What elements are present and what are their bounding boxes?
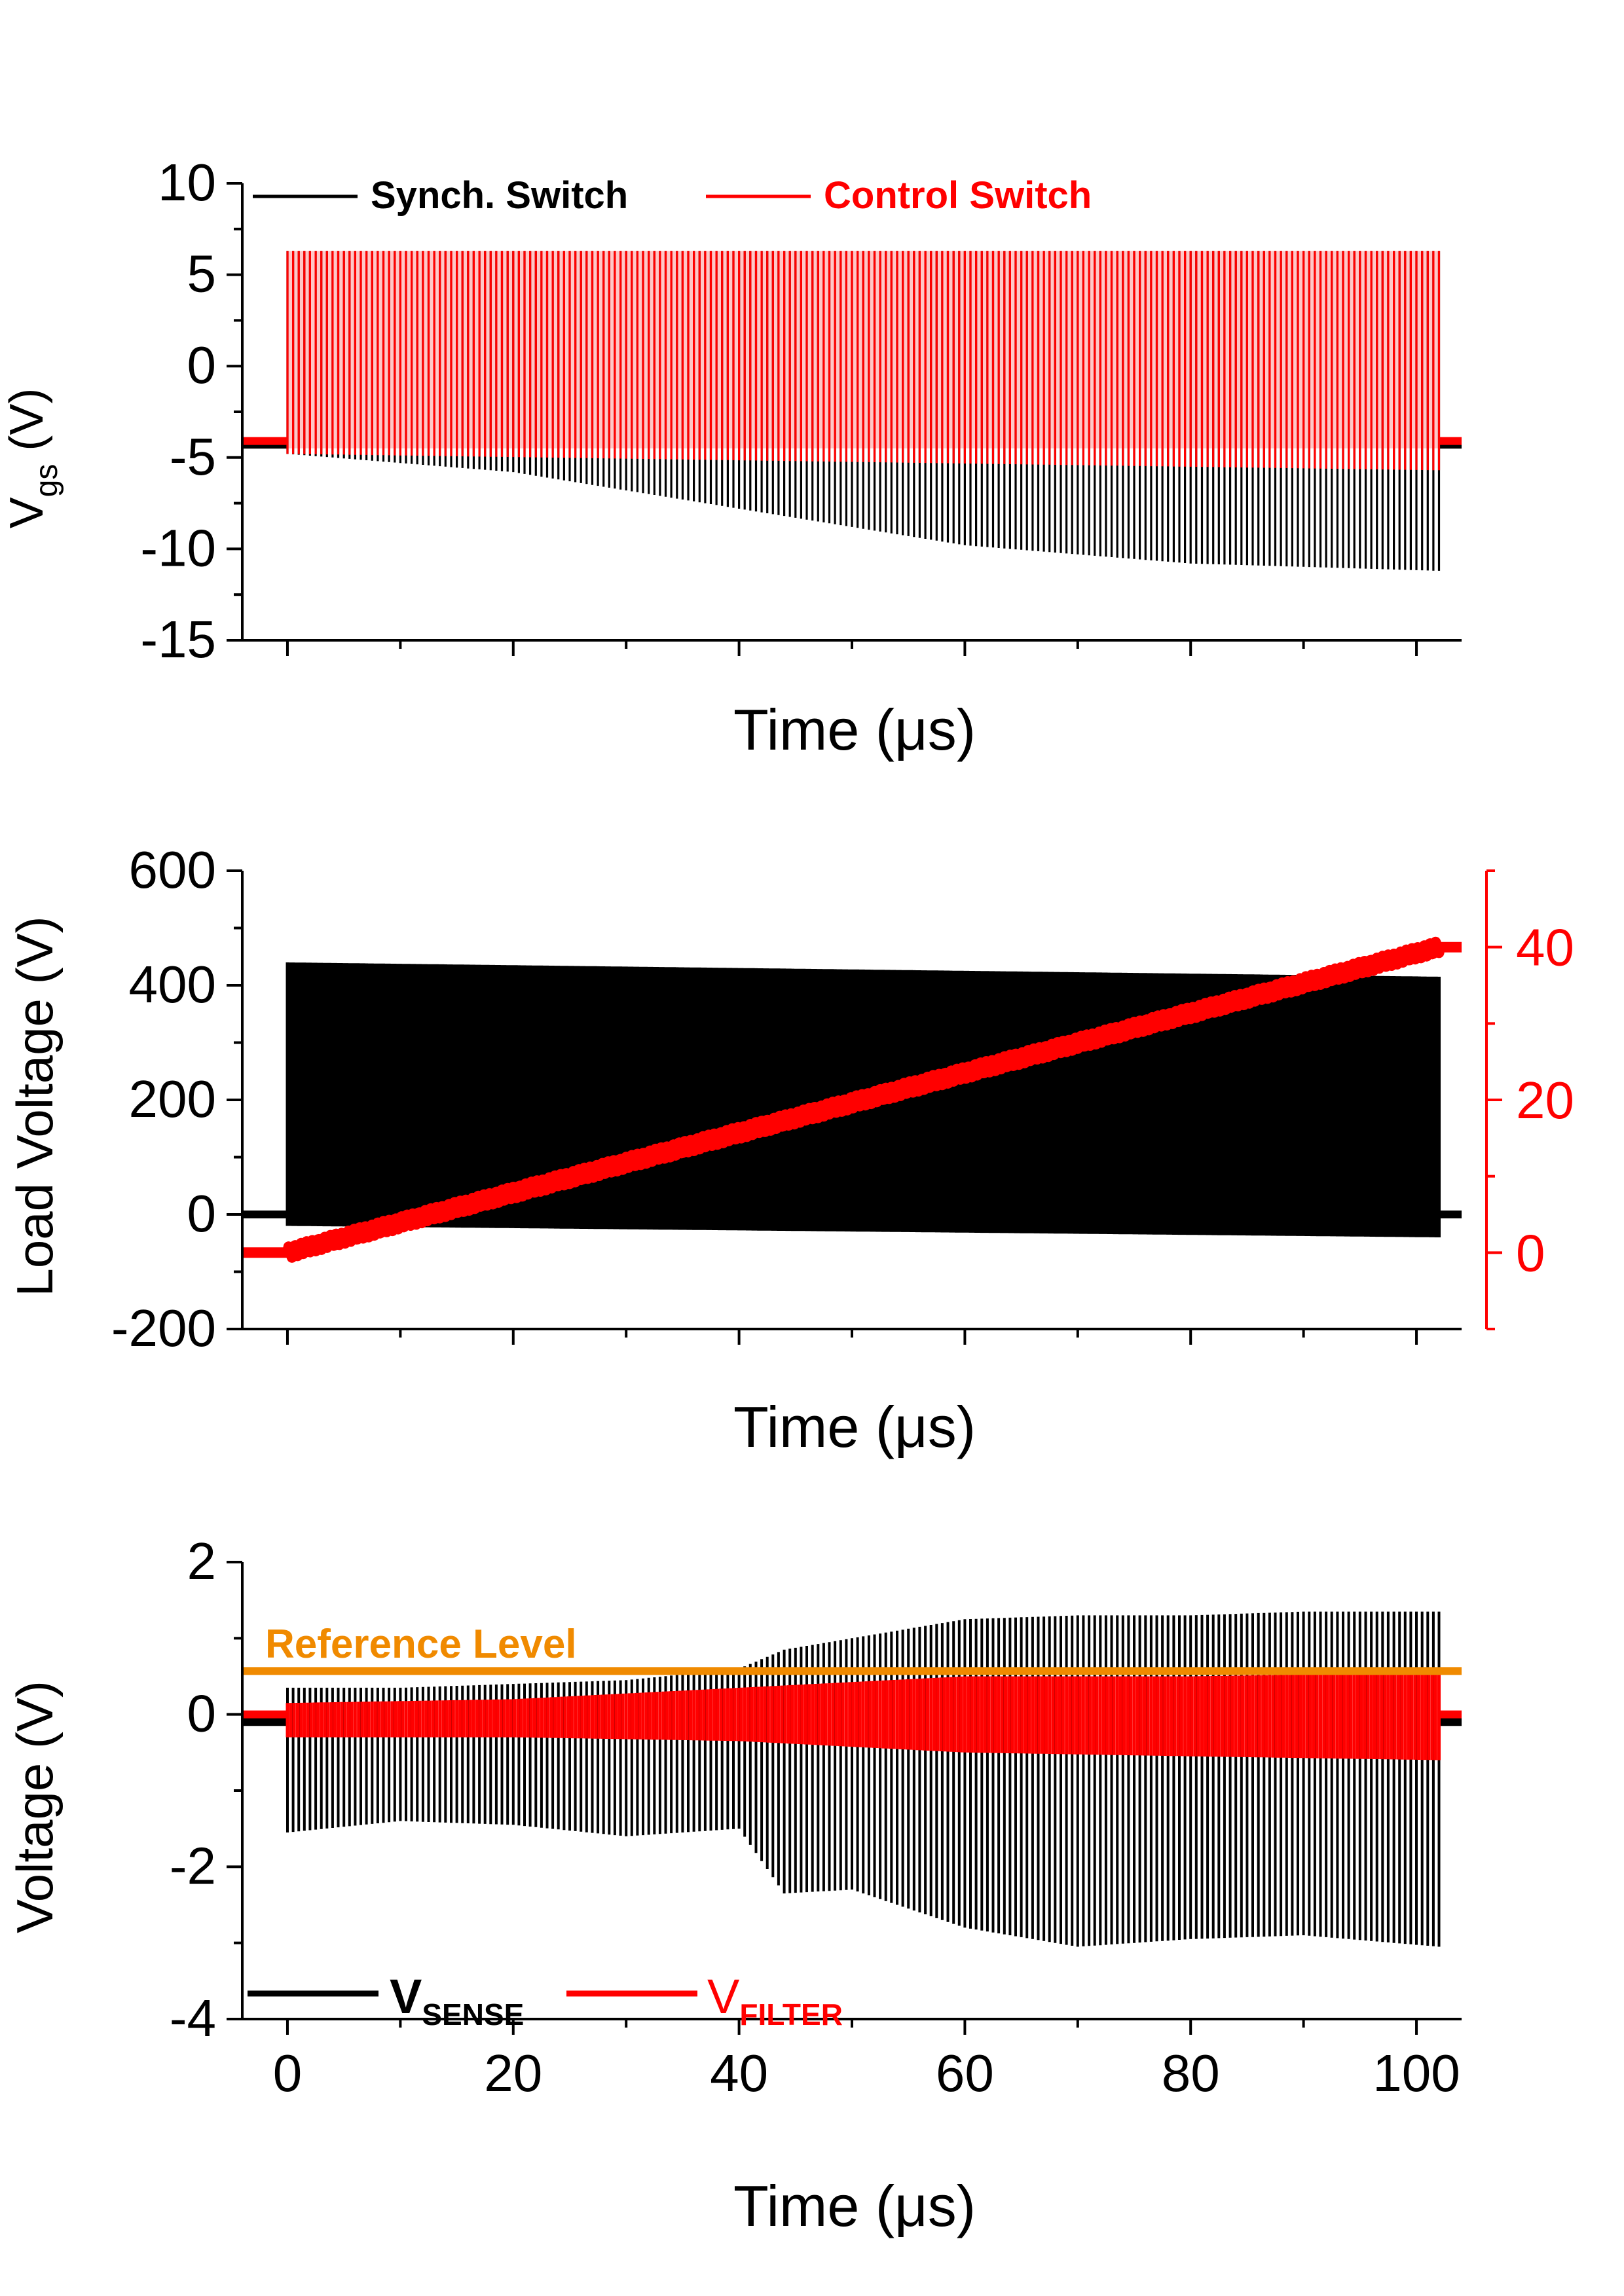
legend-label-synch-switch: Synch. Switch [371,174,628,217]
vgs-x-ticks [286,640,1418,656]
voltage-y-axis-label: Voltage (V) [6,1681,64,1933]
right-y-tick-label: 40 [1516,919,1574,977]
vgs-panel: 10 5 0 -5 -10 -15 Vgs (V) Time (μs) Synch. Sw… [1,153,1462,762]
vgs-legend: Synch. Switch Control Switch [253,174,1092,217]
voltage-plot-area [242,1611,1462,1947]
legend-label-v-sense: VSENSE [390,1969,524,2032]
legend-v-filter-main: V [707,1969,740,2024]
y-tick-label: 0 [187,336,217,394]
load-voltage-switching [286,962,1441,1237]
vgs-y-label-main: V [1,497,53,528]
vgs-y-label-sub: gs [29,464,64,498]
load-y-axis-label: Load Voltage (V) [6,916,64,1296]
vgs-x-axis-label: Time (μs) [733,697,976,762]
filter-voltage-ramp [238,936,1466,1263]
right-y-tick-label: 0 [1516,1224,1545,1282]
vgs-plot-area [242,251,1462,571]
y-tick-label: -5 [170,428,216,486]
v-sense-switching [286,1611,1441,1947]
load-x-ticks [286,1329,1418,1345]
y-tick-label: -4 [170,1989,216,2047]
load-voltage-waveforms [238,936,1466,1263]
control-switch-fill [287,251,1439,448]
legend-v-sense-main: V [390,1969,422,2024]
y-tick-label: 200 [129,1070,216,1128]
y-tick-label: 0 [187,1685,217,1743]
y-tick-label: -10 [140,519,216,577]
reference-level-annotation: Reference Level [265,1622,577,1667]
y-tick-label: -2 [170,1836,216,1895]
legend-v-filter-sub: FILTER [739,1997,843,2032]
legend-label-v-filter: VFILTER [707,1969,843,2032]
voltage-x-ticks: 0 20 40 60 80 100 [273,2019,1460,2102]
vgs-waveforms [242,251,1462,571]
x-tick-label: 60 [936,2044,994,2102]
vgs-y-axis-label: Vgs (V) [1,388,64,529]
y-tick-label: 600 [129,841,216,899]
load-voltage-panel: 600 400 200 0 -200 0 20 40 Load Voltage (V) Ti… [6,841,1574,1459]
voltage-waveforms [242,1611,1462,1947]
right-y-tick-label: 20 [1516,1071,1574,1129]
y-tick-label: 5 [187,245,217,303]
y-tick-label: 2 [187,1532,217,1590]
load-x-axis-label: Time (μs) [733,1394,976,1459]
y-tick-label: 10 [158,153,216,211]
legend-v-sense-sub: SENSE [422,1997,524,2032]
vgs-y-label-unit: (V) [1,388,53,464]
x-tick-label: 100 [1373,2044,1460,2102]
load-right-y-ticks: 0 20 40 [1485,869,1574,1330]
y-tick-label: -200 [111,1299,216,1357]
voltage-panel: 20-2-4 0 20 40 60 80 100 Reference Level Volt… [6,1532,1462,2238]
voltage-x-axis-label: Time (μs) [733,2174,976,2238]
x-tick-label: 80 [1162,2044,1220,2102]
voltage-y-ticks: 2 0 -2 -4 [170,1532,242,2047]
load-y-ticks: 600 400 200 0 -200 [111,841,242,1357]
control-switch-switching [286,251,1441,471]
voltage-legend: VSENSE VFILTER [248,1969,843,2032]
legend-label-control-switch: Control Switch [824,174,1092,217]
y-tick-label: 0 [187,1184,217,1243]
x-tick-label: 20 [484,2044,542,2102]
y-tick-label: 400 [129,955,216,1013]
v-filter-switching [286,1672,1441,1760]
load-plot-area [238,936,1466,1263]
x-tick-label: 0 [273,2044,303,2102]
vgs-y-ticks: 10 5 0 -5 -10 -15 [140,153,242,668]
y-tick-label: -15 [140,610,216,668]
x-tick-label: 40 [710,2044,768,2102]
